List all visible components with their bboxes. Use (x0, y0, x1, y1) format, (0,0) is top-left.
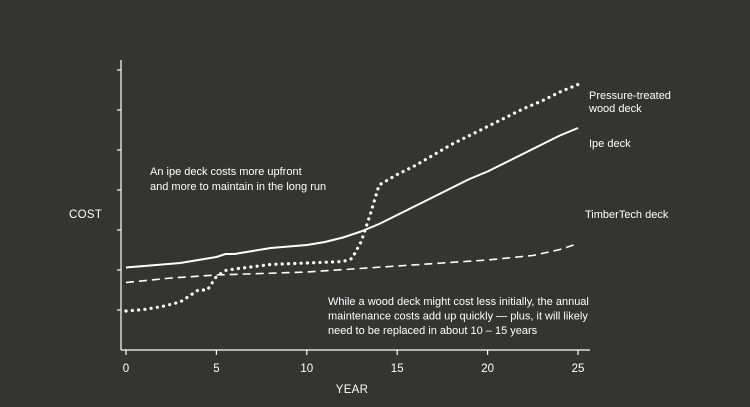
axes (120, 60, 590, 351)
x-ticks: 0 5 10 15 20 25 (123, 350, 585, 375)
series-line-pressure-treated-wood-deck (124, 82, 580, 313)
x-tick-label: 15 (391, 363, 404, 375)
series-line-timbertech-deck (125, 242, 579, 284)
annotation-line: need to be replaced in about 10 – 15 yea… (328, 325, 538, 337)
series-label: TimberTech deck (585, 209, 669, 221)
series-label-line: Pressure-treated (589, 90, 671, 102)
series-label: Ipe deck (589, 138, 631, 150)
annotations: An ipe deck costs more upfront and more t… (150, 166, 589, 337)
series-label-line: TimberTech deck (585, 209, 669, 221)
x-tick-label: 25 (572, 363, 585, 375)
annotation-text: While a wood deck might cost less initia… (328, 296, 589, 337)
annotation-line: An ipe deck costs more upfront (150, 166, 302, 178)
x-tick-label: 10 (300, 363, 313, 375)
series-labels: Pressure-treated wood deck Ipe deck TimberT… (585, 90, 671, 221)
series-label: Pressure-treated wood deck (588, 90, 671, 115)
annotation-line: maintenance costs add up quickly — plus,… (328, 311, 588, 323)
series-label-line: Ipe deck (589, 138, 631, 150)
x-axis-label: YEAR (336, 384, 369, 396)
series-line-ipe-deck (125, 127, 579, 269)
y-axis-label: COST (69, 209, 102, 221)
y-ticks (117, 69, 121, 311)
annotation-text: An ipe deck costs more upfront and more t… (150, 166, 326, 193)
series-lines (124, 82, 580, 313)
annotation-line: and more to maintain in the long run (150, 181, 326, 193)
x-tick-label: 5 (213, 363, 219, 375)
annotation-line: While a wood deck might cost less initia… (328, 296, 589, 308)
x-tick-label: 20 (481, 363, 494, 375)
series-label-line: wood deck (588, 103, 642, 115)
x-tick-label: 0 (123, 363, 129, 375)
